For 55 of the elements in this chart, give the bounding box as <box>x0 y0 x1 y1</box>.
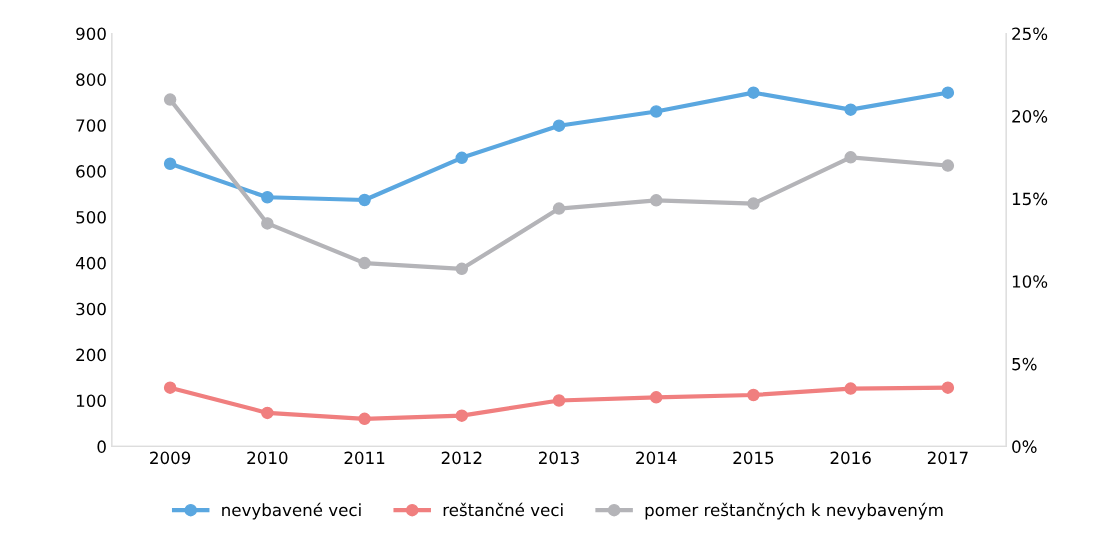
y-tick-label: 100 <box>76 394 106 408</box>
y2-tick-label: 0% <box>1012 440 1037 453</box>
y-tick-label: 300 <box>76 302 106 316</box>
point <box>358 412 371 426</box>
point <box>844 151 857 164</box>
point <box>747 388 760 402</box>
x-tick-label: 2014 <box>636 451 677 465</box>
y-tick-label: 0 <box>97 440 106 453</box>
point <box>163 93 177 106</box>
point <box>261 406 274 420</box>
x-tick-label: 2013 <box>539 451 579 465</box>
y-tick-label: 700 <box>76 119 106 132</box>
x-tick-label: 2017 <box>927 451 968 465</box>
y-tick-label: 400 <box>75 256 106 270</box>
point <box>649 194 663 207</box>
point <box>844 103 857 116</box>
point <box>941 86 955 99</box>
point <box>261 217 274 230</box>
point <box>455 409 469 422</box>
y2-tick-label: 15% <box>1012 192 1048 206</box>
point <box>358 256 371 270</box>
point <box>747 86 760 99</box>
point <box>455 262 469 276</box>
y-tick-label: 500 <box>76 210 106 224</box>
x-tick-label: 2015 <box>733 451 774 465</box>
y2-tick-label: 25% <box>1012 27 1048 41</box>
x-tick-label: 2009 <box>150 451 191 465</box>
x-tick-label: 2011 <box>344 451 385 465</box>
y-tick-label: 800 <box>76 73 106 86</box>
point <box>552 119 566 132</box>
point <box>941 381 955 394</box>
point <box>163 381 177 394</box>
x-tick-label: 2016 <box>830 451 871 465</box>
y2-tick-label: 10% <box>1012 275 1048 288</box>
point <box>455 151 469 165</box>
y-tick-label: 600 <box>76 165 106 178</box>
point <box>358 193 371 207</box>
x-tick-label: 2012 <box>441 451 482 465</box>
point <box>163 157 177 171</box>
legend-label: reštančné veci <box>443 502 563 517</box>
y2-tick-label: 20% <box>1012 110 1048 123</box>
y2-tick-label: 5% <box>1012 357 1037 371</box>
point <box>747 197 760 210</box>
y-tick-label: 200 <box>76 348 106 362</box>
y-tick-label: 900 <box>76 27 106 41</box>
legend-label: nevybavené veci <box>222 502 361 520</box>
point <box>261 191 274 204</box>
point <box>649 391 663 404</box>
point <box>844 382 857 395</box>
point <box>649 105 663 118</box>
point <box>552 202 566 215</box>
point <box>552 394 566 407</box>
legend-label: pomer reštančných k nevybaveným <box>645 502 943 520</box>
point <box>941 159 955 172</box>
x-tick-label: 2010 <box>247 451 288 465</box>
